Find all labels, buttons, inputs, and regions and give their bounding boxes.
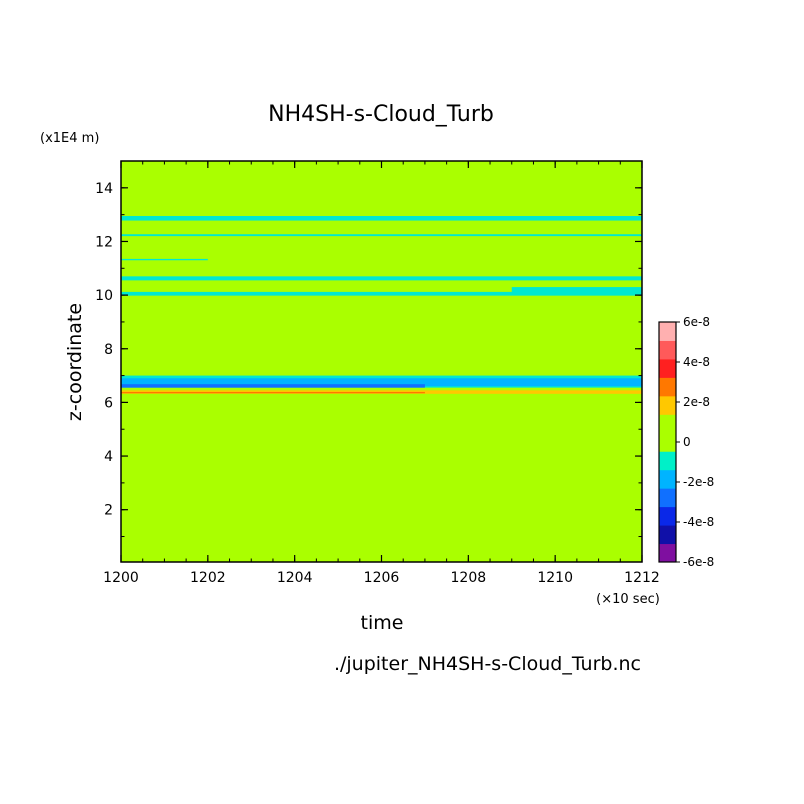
y-axis-label: z-coordinate	[64, 303, 86, 421]
x-tick-label: 1210	[537, 570, 573, 586]
x-axis-label: time	[361, 612, 404, 634]
y-tick-label: 12	[95, 234, 113, 250]
heatmap-band	[121, 276, 642, 281]
colorbar-level	[659, 395, 676, 415]
colorbar-label: -2e-8	[683, 475, 714, 489]
colorbar-level	[659, 322, 676, 341]
heatmap-bands	[121, 215, 642, 394]
heatmap-band	[121, 384, 425, 388]
heatmap-band	[121, 234, 642, 237]
x-tick-label: 1206	[364, 570, 400, 586]
plot-area: 1200 1202 1204 1206 1208 1210 1212 2 4 6 8 10 12 14	[95, 160, 660, 586]
colorbar-label: 6e-8	[683, 315, 710, 329]
x-tick-label: 1212	[624, 570, 660, 586]
heatmap-band	[121, 258, 208, 261]
colorbar-level	[659, 377, 676, 397]
colorbar-label: -6e-8	[683, 555, 714, 569]
plot-background	[121, 161, 642, 562]
x-ticks: 1200 1202 1204 1206 1208 1210 1212	[103, 161, 660, 586]
x-tick-label: 1200	[103, 570, 139, 586]
x-tick-label: 1208	[451, 570, 487, 586]
y-tick-label: 14	[95, 181, 113, 197]
colorbar-level	[659, 506, 676, 526]
heatmap-band	[121, 215, 642, 221]
y-tick-label: 8	[104, 342, 113, 358]
colorbar-level	[659, 543, 676, 563]
colorbar-label: 2e-8	[683, 395, 710, 409]
x-unit-label: (×10 sec)	[596, 592, 660, 607]
colorbar-label: -4e-8	[683, 515, 714, 529]
y-tick-label: 6	[104, 395, 113, 411]
heatmap-band	[121, 291, 642, 296]
y-unit-label: (x1E4 m)	[40, 131, 99, 146]
x-tick-label: 1202	[190, 570, 226, 586]
y-tick-label: 4	[104, 449, 113, 465]
heatmap-band	[511, 287, 642, 294]
colorbar-level	[659, 414, 676, 434]
colorbar: 6e-8 4e-8 2e-8 0 -2e-8 -4e-8 -6e-8	[658, 315, 714, 569]
file-name-label: ./jupiter_NH4SH-s-Cloud_Turb.nc	[334, 653, 641, 675]
x-tick-label: 1204	[277, 570, 313, 586]
y-ticks: 2 4 6 8 10 12 14	[95, 160, 642, 538]
y-tick-label: 2	[104, 503, 113, 519]
colorbar-level	[659, 469, 676, 489]
colorbar-label: 4e-8	[683, 355, 710, 369]
chart-title: NH4SH-s-Cloud_Turb	[268, 102, 494, 127]
colorbar-level	[659, 432, 676, 452]
colorbar-level	[659, 451, 676, 471]
heatmap-band	[121, 391, 425, 394]
heatmap-band	[121, 378, 642, 387]
colorbar-level	[659, 340, 676, 360]
colorbar-level	[659, 488, 676, 508]
colorbar-level	[659, 358, 676, 378]
colorbar-level	[659, 525, 676, 545]
colorbar-label: 0	[683, 435, 691, 449]
y-tick-label: 10	[95, 288, 113, 304]
